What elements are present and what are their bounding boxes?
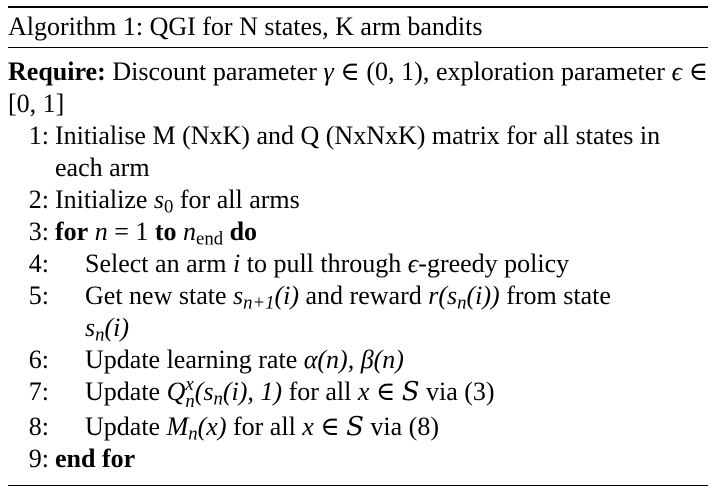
step-number: 2: — [28, 185, 49, 214]
step-8-pre: Update — [85, 411, 161, 441]
step-number: 4: — [28, 249, 49, 278]
caption-label: Algorithm 1: — [8, 12, 144, 41]
current-state-arg: (i) — [104, 313, 130, 342]
step-5-pre: Get new state — [85, 281, 227, 310]
state-var: s — [153, 185, 165, 214]
algorithm-body: Require: Discount parameter γ ∈ (0, 1), … — [8, 48, 708, 475]
arm-var: i — [233, 249, 241, 278]
gamma-symbol: γ — [323, 57, 334, 86]
next-state-arg: (i) — [274, 281, 300, 310]
step-6: 6: Update learning rate α(n), β(n) — [8, 344, 708, 376]
step-8-mid: for all — [232, 411, 296, 441]
step-1: 1: Initialise M (NxK) and Q (NxNxK) matr… — [8, 120, 708, 184]
step-5-post: from state — [506, 281, 611, 310]
algorithm-caption: Algorithm 1: QGI for N states, K arm ban… — [8, 8, 708, 47]
m-sub: n — [188, 423, 198, 445]
q-sub: n — [185, 391, 195, 413]
q-sup: x — [185, 374, 194, 396]
do-keyword: do — [229, 217, 258, 246]
loop-end-var: n — [183, 217, 197, 246]
set-symbol: S — [401, 377, 420, 407]
loop-var: n — [94, 217, 108, 246]
gamma-range: (0, 1) — [366, 57, 423, 86]
q-arg-end: (i), 1) — [222, 377, 283, 406]
require-text-a: Discount parameter — [112, 57, 317, 86]
for-keyword: for — [55, 217, 89, 246]
x-var: x — [357, 377, 370, 406]
step-7-post: via (3) — [426, 377, 495, 406]
step-4-mid: to pull through — [246, 249, 402, 278]
epsilon-symbol: ϵ — [407, 249, 419, 278]
step-4-pre: Select an arm — [85, 249, 227, 278]
state-sub: 0 — [164, 196, 174, 218]
current-state: s — [85, 313, 96, 342]
require-keyword: Require: — [8, 57, 106, 86]
beta-expr: β(n) — [360, 345, 404, 374]
epsilon-range: [0, 1] — [8, 89, 65, 118]
caption-rule — [8, 47, 708, 48]
step-5-mid: and reward — [305, 281, 422, 310]
epsilon-symbol: ϵ — [671, 57, 683, 86]
step-number: 6: — [28, 345, 49, 374]
next-state: s — [233, 281, 244, 310]
m-symbol: M — [166, 411, 189, 441]
bottom-rule — [8, 484, 708, 486]
in-symbol: ∈ — [320, 411, 340, 441]
end-for-keyword: end for — [55, 443, 136, 473]
reward-arg: (i)) — [466, 281, 500, 310]
step-2: 2: Initialize s0 for all arms — [8, 184, 708, 218]
step-3: 3: for n = 1 to nend do — [8, 216, 708, 250]
step-2-post: for all arms — [179, 185, 300, 214]
step-4: 4: Select an arm i to pull through ϵ-gre… — [8, 248, 708, 280]
require-text-b: , exploration parameter — [422, 57, 665, 86]
reward-sub: n — [457, 292, 467, 314]
caption-title: QGI for N states, K arm bandits — [149, 12, 483, 41]
alpha-expr: α(n), — [303, 345, 355, 374]
next-state-sub: n+1 — [243, 292, 275, 314]
step-number: 7: — [28, 377, 49, 406]
step-number: 1: — [28, 121, 49, 150]
step-number: 8: — [28, 411, 49, 441]
in-symbol-1: ∈ — [340, 57, 360, 86]
step-8-post: via (8) — [370, 411, 439, 441]
q-symbol: Q — [166, 377, 186, 406]
in-symbol: ∈ — [375, 377, 396, 406]
step-7-pre: Update — [85, 377, 161, 406]
reward-expr: r(s — [428, 281, 458, 310]
current-state-sub: n — [95, 324, 105, 346]
to-keyword: to — [154, 217, 177, 246]
algorithm-box: Algorithm 1: QGI for N states, K arm ban… — [8, 6, 708, 486]
step-5: 5: Get new state sn+1(i) and reward r(sn… — [8, 280, 708, 346]
set-symbol: S — [346, 411, 364, 442]
step-7-mid: for all — [288, 377, 352, 406]
step-1-text: Initialise M (NxK) and Q (NxNxK) matrix … — [55, 121, 661, 182]
step-8: 8: Update Mn(x) for all x ∈ S via (8) — [8, 411, 708, 445]
step-4-post: -greedy policy — [418, 249, 570, 278]
q-arg-sub: n — [213, 388, 223, 410]
loop-start: = 1 — [114, 217, 149, 246]
step-number: 5: — [28, 281, 49, 310]
step-6-pre: Update learning rate — [85, 345, 298, 374]
in-symbol-2: ∈ — [688, 57, 709, 86]
m-arg: (x) — [197, 411, 227, 441]
step-9: 9: end for — [8, 443, 708, 475]
q-arg: (s — [194, 377, 214, 406]
x-var: x — [302, 411, 314, 441]
top-rule — [8, 6, 708, 8]
step-number: 3: — [28, 217, 49, 246]
step-2-pre: Initialize — [55, 185, 148, 214]
require-line: Require: Discount parameter γ ∈ (0, 1), … — [8, 56, 708, 120]
loop-end-sub: end — [196, 228, 224, 250]
step-number: 9: — [28, 443, 49, 473]
